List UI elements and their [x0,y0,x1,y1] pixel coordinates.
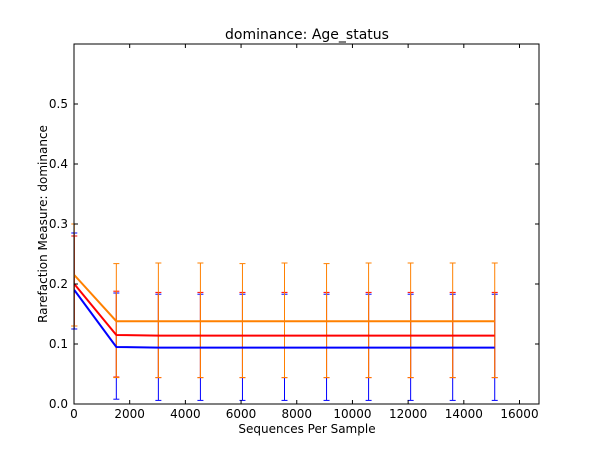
x-tick-label: 2000 [114,407,145,421]
x-tick-label: 14000 [445,407,483,421]
y-axis-label: Rarefaction Measure: dominance [36,125,50,323]
x-tick-label: 4000 [170,407,201,421]
series-2 [71,223,498,379]
x-axis-label: Sequences Per Sample [238,422,375,436]
axis-ticks: 0 2000 4000 6000 8000 10000 12000 14000 16000 0.0… [49,44,539,421]
x-tick-label: 12000 [389,407,427,421]
x-tick-label: 0 [70,407,78,421]
axes-frame [73,43,540,405]
x-tick-label: 10000 [333,407,371,421]
x-tick-label: 6000 [226,407,257,421]
chart-title: dominance: Age_status [225,27,389,43]
series-line-1 [73,283,495,337]
x-tick-label: 8000 [281,407,312,421]
series-line-2 [73,274,495,323]
y-tick-label: 0.0 [49,397,68,411]
x-tick-label: 16000 [500,407,538,421]
y-tick-label: 0.3 [49,217,68,231]
y-tick-label: 0.2 [49,277,68,291]
plot-area [71,223,498,401]
series-line-0 [73,289,495,349]
y-tick-label: 0.1 [49,337,68,351]
y-tick-label: 0.5 [49,97,68,111]
y-tick-label: 0.4 [49,157,68,171]
